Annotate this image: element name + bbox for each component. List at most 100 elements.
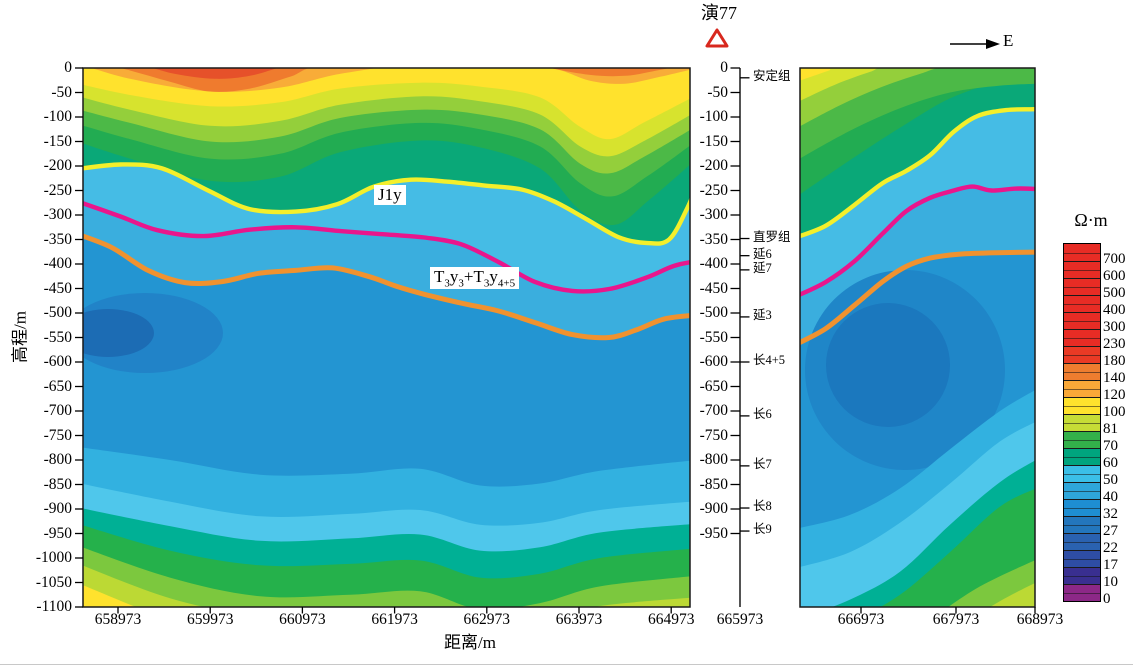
east-direction-label: E: [1003, 31, 1014, 50]
x-axis-tick-label: 664973: [647, 611, 695, 628]
horizon-line: [800, 249, 1035, 346]
horizon-label-t3y: T3y3+T3y4+5: [430, 267, 520, 290]
colorbar-cell: [1064, 550, 1100, 567]
y-axis-tick-label: -650: [43, 377, 72, 395]
left-panel-contours: [83, 68, 690, 607]
x-axis-tick-label: 661973: [371, 611, 418, 628]
well-axis-tick-label: -700: [699, 402, 728, 419]
y-axis-tick-label: -50: [51, 83, 72, 101]
well-axis-tick-label: -900: [699, 500, 728, 517]
x-axis-title: 距离/m: [444, 633, 496, 652]
stratum-label: 安定组: [753, 68, 791, 83]
stratum-label: 延6: [753, 246, 772, 261]
colorbar-unit-label: Ω·m: [1074, 210, 1108, 230]
y-axis-tick-label: -900: [43, 500, 72, 517]
contour-band: [900, 583, 1035, 607]
low-resistivity-blob-core: [83, 309, 154, 357]
stratum-label: 长7: [753, 456, 772, 471]
colorbar-cell: [1064, 312, 1100, 329]
well-axis-tick-label: -200: [699, 157, 728, 174]
well-axis-tick-label: -50: [707, 83, 728, 101]
x-axis-tick-label: 668973: [1016, 611, 1064, 628]
colorbar-cell: [1064, 431, 1100, 448]
stratum-label: 长9: [753, 522, 772, 537]
y-axis-tick-label: -500: [43, 304, 72, 321]
colorbar-tick-label: 50: [1103, 472, 1118, 488]
horizon-line: [800, 106, 1035, 239]
colorbar-cell: [1064, 465, 1100, 482]
well-axis-tick-label: -600: [699, 353, 728, 370]
stratum-label: 延3: [753, 307, 772, 322]
colorbar-cell: [1064, 499, 1100, 516]
contour-band: [83, 68, 690, 79]
y-axis-tick-label: -1050: [35, 573, 72, 591]
colorbar-cell: [1064, 533, 1100, 550]
stratum-label: 长8: [753, 499, 772, 514]
y-axis-tick-label: -150: [43, 132, 72, 150]
y-axis-tick-label: -200: [43, 157, 72, 174]
right-panel-contours: [800, 68, 1035, 607]
colorbar-tick-label: 0: [1103, 591, 1111, 607]
axis-ticks: [75, 67, 1036, 614]
colorbar-tick-label: 40: [1103, 489, 1118, 505]
well-axis-tick-label: 0: [720, 59, 728, 76]
y-axis-tick-label: -850: [43, 475, 72, 493]
colorbar-cell: [1064, 244, 1100, 261]
contour-band: [800, 489, 1035, 607]
y-axis-tick-label: -350: [43, 230, 72, 248]
colorbar-tick-label: 400: [1103, 302, 1126, 318]
colorbar-cell: [1064, 448, 1100, 465]
y-axis-tick-label: -550: [43, 328, 72, 346]
x-axis-tick-label: 662973: [463, 611, 511, 628]
colorbar-cell: [1064, 516, 1100, 533]
well-axis-tick-label: -400: [699, 255, 728, 272]
well-axis-tick-label: -500: [699, 304, 728, 321]
colorbar-cell: [1064, 397, 1100, 414]
horizon-label-j1y-text: J1y: [378, 185, 402, 204]
y-axis-tick-label: -450: [43, 279, 72, 297]
y-axis-tick-label: -250: [43, 181, 72, 199]
contour-band: [800, 560, 1035, 607]
contour-band: [800, 68, 1035, 127]
x-axis-tick-label: 660973: [279, 611, 326, 628]
horizon-line: [83, 162, 690, 246]
x-axis-tick-label: 667973: [932, 611, 980, 628]
colorbar-cell: [1064, 295, 1100, 312]
well-axis-tick-label: -800: [699, 451, 728, 468]
y-axis-tick-label: -950: [43, 524, 72, 542]
contour-band: [83, 565, 690, 607]
well-axis-tick-label: -150: [699, 132, 728, 150]
y-axis-tick-label: -700: [43, 402, 72, 419]
well-axis-tick-label: -850: [699, 475, 728, 493]
y-axis-tick-label: -400: [43, 255, 72, 272]
horizon-line: [83, 233, 690, 341]
y-axis-tick-label: -300: [43, 206, 72, 223]
well-axis-tick-label: -450: [699, 279, 728, 297]
colorbar-tick-label: 600: [1103, 268, 1126, 284]
colorbar-tick-label: 500: [1103, 285, 1126, 301]
colorbar-tick-label: 100: [1103, 404, 1126, 420]
east-direction-arrow: [950, 39, 1000, 49]
colorbar-cell: [1064, 278, 1100, 295]
y-axis-tick-label: -800: [43, 451, 72, 468]
colorbar-cell: [1064, 261, 1100, 278]
well-axis-tick-label: -350: [699, 230, 728, 248]
well-axis-tick-label: -100: [699, 108, 728, 125]
y-axis-tick-label: -750: [43, 426, 72, 444]
stratum-label: 直罗组: [753, 229, 791, 244]
colorbar-tick-label: 10: [1103, 574, 1118, 590]
x-axis-tick-label: 658973: [94, 611, 142, 628]
x-axis-tick-label: 665973: [716, 611, 764, 628]
x-axis-tick-label: 666973: [837, 611, 885, 628]
well-axis-tick-label: -950: [699, 524, 728, 542]
colorbar-cell: [1064, 380, 1100, 397]
colorbar-cell: [1064, 363, 1100, 380]
colorbar-tick-label: 300: [1103, 319, 1126, 335]
x-axis-tick-label: 663973: [555, 611, 603, 628]
colorbar-tick-label: 22: [1103, 540, 1118, 556]
well-axis-tick-label: -750: [699, 426, 728, 444]
colorbar-cell: [1064, 584, 1100, 601]
y-axis-tick-label: 0: [64, 59, 72, 76]
